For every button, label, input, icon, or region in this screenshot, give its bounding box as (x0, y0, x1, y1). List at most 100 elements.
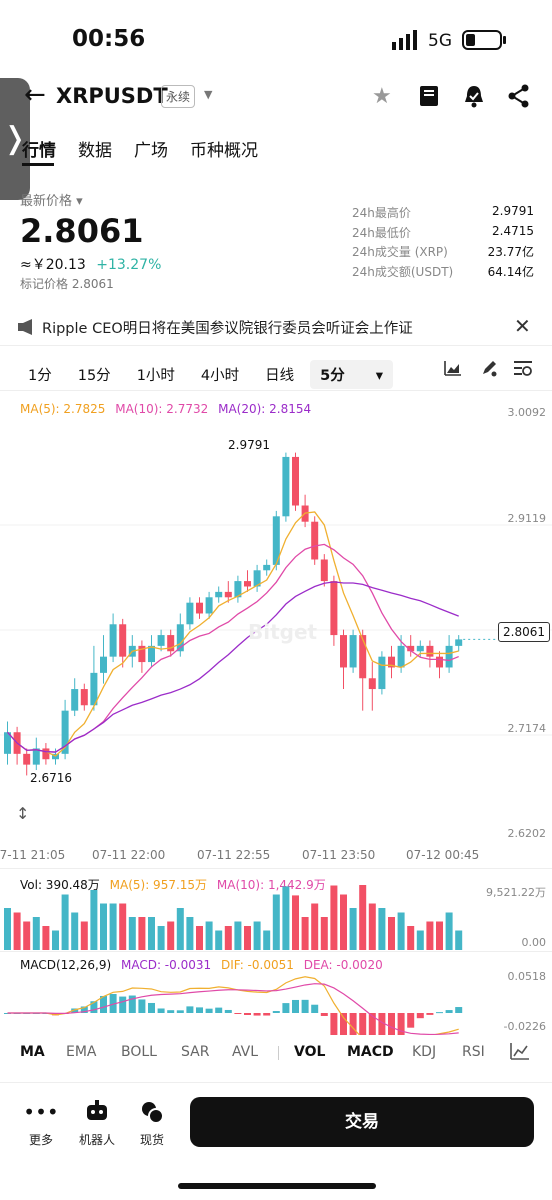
high-marker: 2.9791 (228, 438, 270, 452)
interval-1m[interactable]: 1分 (28, 368, 52, 384)
interval-4h[interactable]: 4小时 (200, 368, 240, 384)
news-ticker[interactable]: Ripple CEO明日将在美国参议院银行委员会听证会上作证 (42, 321, 413, 337)
candle (167, 635, 175, 652)
macd-bar (109, 993, 117, 1013)
ma5-value: MA(5): 2.7825 (20, 402, 106, 416)
more-label[interactable]: 更多 (28, 1133, 53, 1147)
candle (157, 635, 165, 646)
macd-bar (330, 1013, 338, 1035)
favorite-star-icon[interactable]: ★ (372, 84, 392, 109)
trade-button[interactable]: 交易 (190, 1097, 534, 1147)
stat-turnover: 24h成交额(USDT) 64.14亿 (352, 264, 534, 279)
price-axis-4: 2.7174 (507, 722, 547, 735)
side-drawer-handle[interactable]: ❭ (0, 78, 30, 200)
watermark: Bitget (248, 620, 318, 644)
pair-dropdown-icon[interactable]: ▼ (204, 88, 213, 101)
interval-5m[interactable]: 5分 ▾ (310, 360, 394, 389)
network-label: 5G (428, 31, 452, 51)
indicator-ma[interactable]: MA (20, 1044, 45, 1060)
volume-bar (320, 917, 328, 950)
indicator-boll[interactable]: BOLL (121, 1044, 157, 1060)
candle (42, 748, 50, 760)
spot-icon[interactable] (140, 1100, 164, 1128)
macd-bar (157, 1008, 165, 1013)
volume-bar (407, 926, 415, 950)
candle (90, 672, 98, 706)
macd-bar (301, 999, 309, 1013)
candle (455, 639, 463, 646)
candle (109, 624, 117, 657)
share-icon[interactable] (508, 84, 530, 112)
interval-1d[interactable]: 日线 (265, 368, 295, 384)
candle (282, 456, 290, 517)
tab-data[interactable]: 数据 (78, 141, 112, 161)
macd-axis-bottom: -0.0226 (503, 1020, 546, 1033)
more-icon[interactable]: ••• (23, 1100, 59, 1124)
volume-bar (292, 895, 299, 950)
last-price-label[interactable]: 最新价格 ▾ (20, 194, 83, 209)
tab-market[interactable]: 行情 (22, 141, 56, 161)
dea-line (7, 983, 459, 1035)
tab-square[interactable]: 广场 (134, 141, 168, 161)
volume-bar (109, 903, 117, 950)
volume-bar (378, 908, 386, 950)
interval-1h[interactable]: 1小时 (136, 368, 175, 384)
expand-axis-icon[interactable]: ↕ (16, 804, 30, 823)
indicator-ema[interactable]: EMA (66, 1044, 97, 1060)
macd-label: MACD(12,26,9) (20, 958, 112, 972)
interval-15m[interactable]: 15分 (77, 368, 111, 384)
close-icon[interactable]: ✕ (514, 314, 531, 338)
price-cny: ≈￥20.13 +13.27% (20, 257, 162, 273)
volume-bar (340, 894, 347, 950)
back-arrow-icon[interactable]: ← (24, 80, 46, 110)
volume-bar (90, 890, 98, 950)
macd-bar (167, 1010, 175, 1013)
draw-tool-icon[interactable] (480, 359, 498, 381)
volume-bar (119, 903, 127, 950)
spot-label[interactable]: 现货 (139, 1133, 164, 1147)
macd-bar (176, 1010, 184, 1013)
volume-bar (388, 917, 395, 950)
candle (263, 564, 271, 571)
indicator-macd[interactable]: MACD (347, 1044, 394, 1060)
macd-bar (368, 1013, 376, 1035)
alert-bell-icon[interactable] (462, 84, 486, 112)
volume-bar (61, 894, 69, 950)
macd-bar (138, 999, 146, 1013)
robot-label[interactable]: 机器人 (78, 1133, 115, 1147)
volume-bar (311, 903, 319, 950)
volume-ma10: MA(10): 1,442.9万 (216, 878, 326, 892)
indicator-vol[interactable]: VOL (294, 1044, 326, 1060)
chart-settings-icon[interactable] (514, 360, 532, 380)
macd-bar (234, 1013, 242, 1014)
book-icon[interactable] (418, 84, 440, 112)
macd-bar (416, 1013, 424, 1019)
macd-bar (90, 1001, 98, 1013)
candle (196, 602, 203, 614)
volume-bar (23, 921, 31, 950)
ma20-line (7, 581, 459, 753)
volume-value: Vol: 390.48万 (20, 878, 100, 892)
candle (119, 624, 127, 657)
macd-bar (282, 1003, 290, 1013)
chart-type-icon[interactable] (444, 360, 462, 380)
tab-overview[interactable]: 币种概况 (190, 141, 258, 161)
candle (100, 656, 107, 673)
candle (340, 635, 347, 668)
indicator-rsi[interactable]: RSI (462, 1044, 485, 1060)
pair-title[interactable]: XRPUSDT (56, 84, 168, 108)
candlestick-chart[interactable] (0, 420, 552, 840)
indicator-settings-icon[interactable] (510, 1042, 530, 1064)
volume-bar (52, 930, 59, 950)
megaphone-icon (18, 319, 36, 339)
indicator-sar[interactable]: SAR (181, 1044, 210, 1060)
indicator-divider (278, 1046, 279, 1060)
indicator-avl[interactable]: AVL (232, 1044, 259, 1060)
candle (407, 645, 415, 652)
volume-bar (224, 926, 232, 950)
divider (0, 390, 552, 391)
candle (349, 635, 357, 668)
indicator-kdj[interactable]: KDJ (412, 1044, 437, 1060)
signal-icon (392, 30, 420, 54)
robot-icon[interactable] (85, 1100, 109, 1126)
